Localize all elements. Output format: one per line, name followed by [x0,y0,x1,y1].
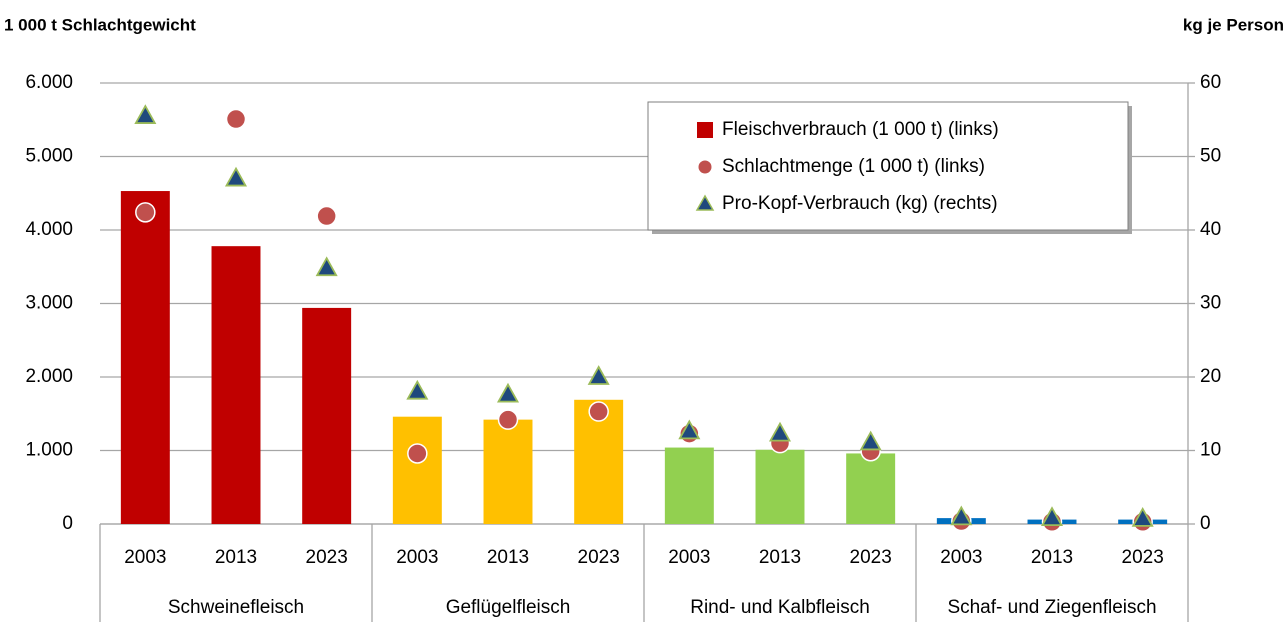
legend-box [647,101,1129,231]
point [315,256,338,277]
y-tick-label: 1.000 [25,440,73,461]
legend-label: Schlachtmenge (1 000 t) (links) [722,156,985,177]
y-tick-label: 6.000 [25,72,73,93]
x-tick-label: 2003 [124,547,166,568]
x-tick-label: 2003 [940,547,982,568]
x-tick-label: 2023 [1122,547,1164,568]
point [1131,507,1154,527]
group-label: Schweinefleisch [168,597,304,618]
point [407,443,428,464]
bar [846,453,896,524]
y-axis-title: 1 000 t Schlachtgewicht [4,15,196,34]
point [225,108,247,130]
x-tick-label: 2013 [1031,547,1073,568]
y2-tick-label: 40 [1200,219,1221,240]
point [859,430,882,451]
x-tick-label: 2013 [487,547,529,568]
point [950,505,973,526]
x-tick-label: 2023 [578,547,620,568]
bar [664,447,714,524]
point [497,409,519,430]
y2-tick-label: 0 [1200,513,1211,534]
x-tick-label: 2023 [306,547,348,568]
y2-tick-label: 30 [1200,293,1221,314]
point [224,166,248,187]
point [587,365,610,385]
y-tick-label: 2.000 [25,366,73,387]
legend-label: Fleischverbrauch (1 000 t) (links) [722,119,999,140]
y-tick-label: 3.000 [25,293,73,314]
point [768,421,792,442]
x-tick-label: 2023 [850,547,892,568]
point [678,419,701,440]
y2-tick-label: 10 [1200,440,1221,461]
group-label: Geflügelfleisch [446,597,571,618]
x-tick-label: 2003 [668,547,710,568]
point [496,382,520,403]
point [588,401,609,422]
x-tick-label: 2013 [759,547,801,568]
legend-marker [697,122,713,138]
bar [755,449,805,524]
y2-tick-label: 20 [1200,366,1221,387]
bar [302,307,352,524]
point [1040,506,1064,527]
bar [483,419,533,524]
group-label: Schaf- und Ziegenfleisch [947,597,1156,618]
point [406,379,429,400]
y-tick-label: 0 [62,513,73,534]
bar [392,416,442,524]
bar [120,191,170,525]
bar [211,246,261,525]
x-tick-label: 2003 [396,547,438,568]
point [134,104,157,124]
point [316,205,337,227]
y-tick-label: 5.000 [25,146,73,167]
point [135,202,156,223]
y-tick-label: 4.000 [25,219,73,240]
legend-marker [695,194,715,211]
x-tick-label: 2013 [215,547,257,568]
y2-tick-label: 50 [1200,146,1221,167]
y2-tick-label: 60 [1200,72,1221,93]
legend-label: Pro-Kopf-Verbrauch (kg) (rechts) [722,193,998,214]
legend-marker [697,159,713,175]
group-label: Rind- und Kalbfleisch [690,597,870,618]
y2-axis-title: kg je Person [1183,15,1284,34]
